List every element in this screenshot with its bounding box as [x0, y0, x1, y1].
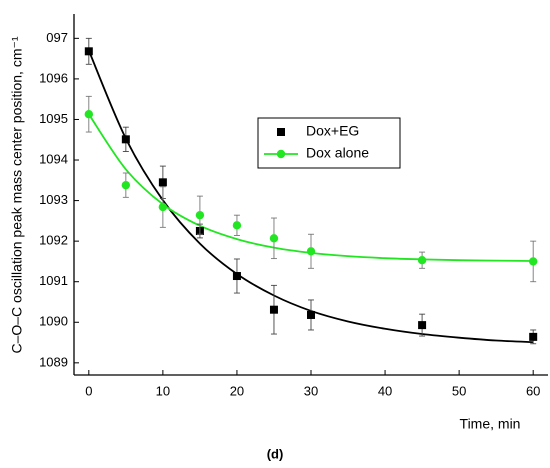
marker	[158, 202, 168, 212]
x-tick-label: 20	[230, 383, 244, 398]
fit-curve	[87, 50, 534, 344]
x-tick-label: 10	[156, 383, 170, 398]
x-axis-label: Time, min	[460, 416, 521, 432]
x-tick-label: 60	[526, 383, 540, 398]
marker	[158, 178, 167, 187]
legend-box	[257, 117, 401, 169]
marker	[277, 128, 285, 136]
marker	[195, 210, 205, 220]
y-tick-label: 1092	[39, 233, 68, 248]
marker	[418, 321, 427, 330]
x-tick-label: 50	[452, 383, 466, 398]
marker	[306, 247, 316, 256]
x-tick-label: 0	[85, 383, 92, 398]
y-tick-label: 1091	[39, 273, 68, 288]
marker	[276, 149, 286, 159]
marker	[232, 221, 242, 230]
y-tick-label: 097	[46, 30, 68, 45]
marker	[417, 256, 427, 265]
y-tick-label: 1096	[39, 70, 68, 85]
marker	[232, 272, 241, 281]
legend: Dox+EG Dox alone	[257, 117, 401, 169]
x-tick-label: 30	[304, 383, 318, 398]
y-axis-label: C–O–C oscillation peak mass center posit…	[9, 36, 25, 353]
marker	[84, 47, 93, 56]
marker	[121, 135, 130, 144]
y-tick-label: 1095	[39, 111, 68, 126]
y-tick-label: 1089	[39, 354, 68, 369]
marker	[121, 180, 131, 190]
y-tick-label: 1093	[39, 192, 68, 207]
y-tick-label: 1090	[39, 314, 68, 329]
marker	[528, 257, 538, 266]
x-tick-label: 40	[378, 383, 392, 398]
caption: (d)	[267, 446, 284, 461]
marker	[529, 332, 538, 341]
marker	[269, 234, 279, 243]
marker	[269, 305, 278, 314]
legend-label: Dox alone	[306, 145, 369, 161]
marker	[84, 109, 94, 119]
marker	[307, 310, 315, 319]
y-tick-label: 1094	[39, 151, 68, 166]
legend-label: Dox+EG	[306, 123, 359, 139]
